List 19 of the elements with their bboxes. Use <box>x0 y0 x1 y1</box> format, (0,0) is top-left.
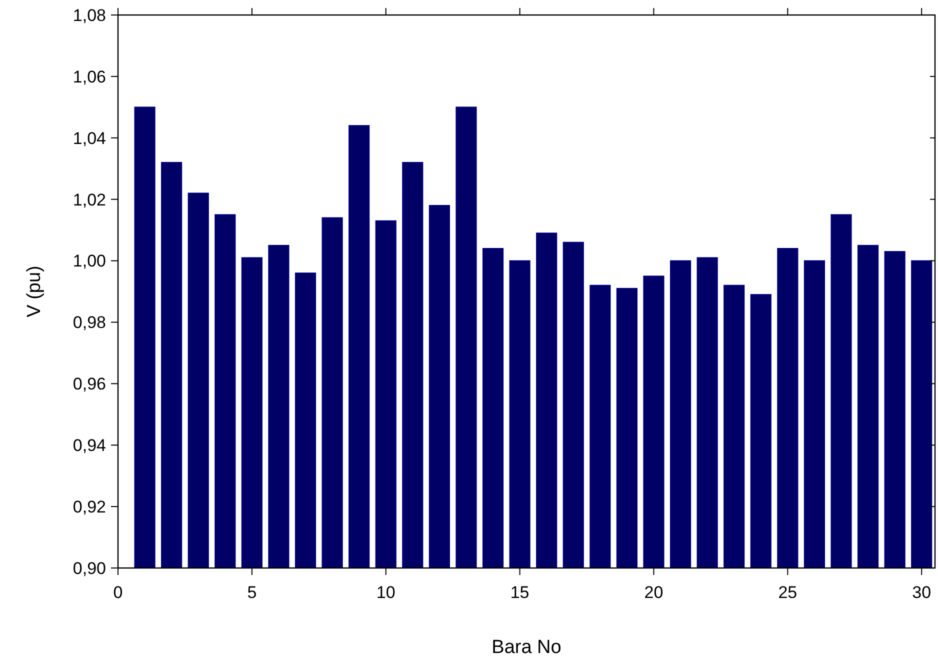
y-tick-label: 0,98 <box>72 313 106 332</box>
y-tick-label: 1,00 <box>72 252 106 271</box>
x-tick-label: 10 <box>376 583 396 602</box>
x-axis-title: Bara No <box>492 637 562 658</box>
y-tick-label: 1,02 <box>72 190 106 210</box>
x-tick-label: 0 <box>113 583 123 602</box>
x-tick-label: 30 <box>912 583 932 602</box>
y-tick-label: 0,92 <box>72 498 106 517</box>
y-tick-label: 0,96 <box>72 374 106 394</box>
x-tick-label: 25 <box>778 583 798 602</box>
x-tick-label: 20 <box>644 583 664 602</box>
y-tick-label: 1,04 <box>72 128 106 148</box>
y-tick-label: 0,94 <box>72 436 106 456</box>
y-tick-label: 0,90 <box>72 558 106 578</box>
y-tick-label: 1,08 <box>72 6 106 25</box>
x-tick-label: 5 <box>247 583 257 602</box>
x-tick-label: 15 <box>510 583 530 602</box>
y-axis-title: V (pu) <box>24 266 45 318</box>
y-tick-label: 1,06 <box>72 67 106 86</box>
